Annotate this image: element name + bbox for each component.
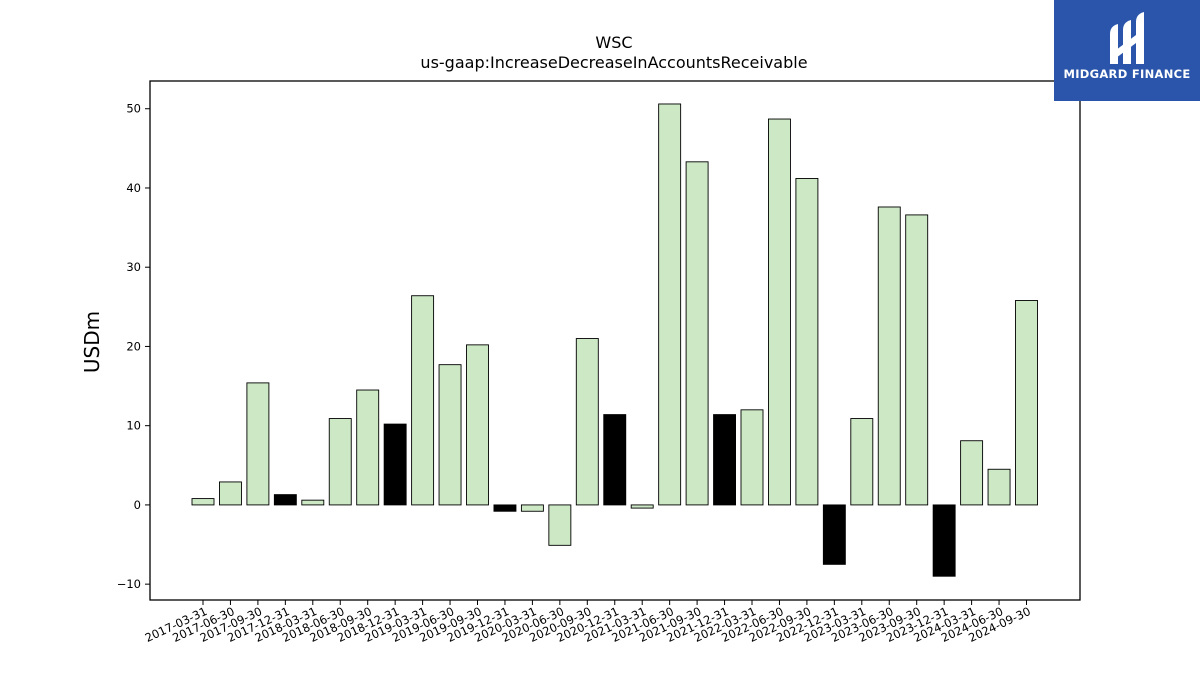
bar-2020-03-31 — [520, 504, 544, 512]
bar-2021-06-30 — [658, 103, 682, 506]
bar-2018-12-31 — [383, 423, 407, 506]
plot-frame — [149, 80, 1081, 601]
bar-2018-09-30 — [356, 389, 380, 506]
y-axis: −10 0 10 20 30 40 50 — [117, 102, 150, 591]
bar-2021-12-31 — [713, 414, 736, 506]
bar-2022-06-30 — [768, 118, 791, 506]
bar-2024-06-30 — [987, 468, 1011, 506]
bar-2023-06-30 — [877, 206, 901, 506]
logo-mark-icon — [1110, 12, 1144, 64]
y-tick-label: 30 — [126, 260, 141, 274]
chart-title: WSC — [595, 33, 632, 52]
bar-2023-03-31 — [850, 418, 874, 506]
y-tick-label: 0 — [134, 498, 141, 512]
bar-2019-12-31 — [493, 504, 517, 512]
bar-2021-03-31 — [630, 504, 654, 509]
midgard-finance-logo: MIDGARD FINANCE — [1054, 0, 1200, 101]
chart-subtitle: us-gaap:IncreaseDecreaseInAccountsReceiv… — [420, 53, 807, 72]
bar-2017-06-30 — [218, 481, 242, 506]
y-tick-label: 40 — [126, 181, 141, 195]
y-tick-label: 50 — [126, 102, 141, 116]
bar-2020-09-30 — [575, 338, 599, 506]
bar-2019-09-30 — [466, 344, 489, 506]
logo-text: MIDGARD FINANCE — [1063, 67, 1191, 81]
y-tick-label: 10 — [126, 419, 141, 433]
bar-2024-09-30 — [1015, 300, 1038, 506]
bars-group — [191, 103, 1038, 577]
bar-2020-12-31 — [603, 414, 627, 506]
bar-2022-12-31 — [822, 504, 846, 565]
bar-2019-03-31 — [411, 295, 435, 506]
bar-2018-06-30 — [328, 418, 352, 506]
bar-2018-03-31 — [301, 499, 325, 506]
x-axis: 2017-03-312017-06-302017-09-302017-12-31… — [143, 600, 1033, 645]
bar-2022-03-31 — [740, 409, 764, 506]
y-tick-label: 20 — [126, 339, 141, 353]
bar-2020-06-30 — [548, 504, 572, 546]
bar-2017-09-30 — [246, 382, 270, 506]
bar-2023-12-31 — [932, 504, 956, 577]
bar-2021-09-30 — [685, 161, 709, 506]
bar-2022-09-30 — [795, 178, 819, 506]
bar-2017-12-31 — [273, 494, 297, 506]
y-tick-label: −10 — [117, 577, 141, 591]
bar-2019-06-30 — [438, 364, 462, 506]
bar-2017-03-31 — [191, 498, 215, 506]
bar-2024-03-31 — [960, 440, 984, 506]
y-axis-label: USDm — [80, 311, 104, 373]
bar-2023-09-30 — [905, 214, 929, 506]
